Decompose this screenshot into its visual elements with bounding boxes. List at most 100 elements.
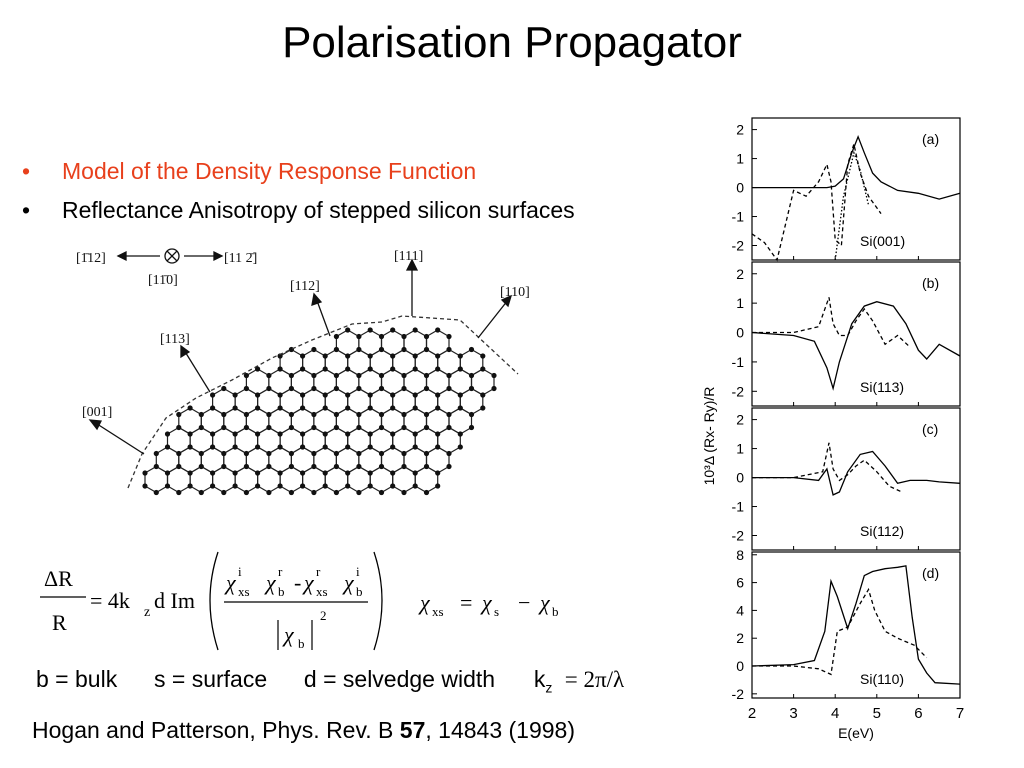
lattice-atom <box>390 366 396 372</box>
y-tick-label: -2 <box>732 383 745 399</box>
lattice-atom <box>367 353 373 359</box>
eq-rel-sub-s: s <box>494 604 499 619</box>
into-page-cross-b <box>166 250 178 262</box>
lattice-atom <box>378 385 385 392</box>
lattice-atom <box>446 424 452 431</box>
y-tick-label: 1 <box>736 295 744 311</box>
label-dir-113: [113] <box>160 332 190 347</box>
lattice-atom <box>322 444 328 450</box>
bullet-text: Model of the Density Response Function <box>62 158 477 184</box>
lattice-atom <box>412 327 418 333</box>
lattice-atom <box>288 424 294 431</box>
lattice-atom <box>142 483 148 489</box>
lattice-atom <box>176 450 182 457</box>
lattice-atom <box>300 366 306 372</box>
y-tick-label: 2 <box>736 122 744 138</box>
y-tick-label: -1 <box>732 209 745 225</box>
lattice-atom <box>198 489 204 496</box>
lattice-atom <box>345 405 351 411</box>
lattice-atom <box>255 405 261 411</box>
series-solid-line <box>752 450 961 496</box>
lattice-atom <box>378 346 385 353</box>
lattice-atom <box>311 489 317 496</box>
lattice-atom <box>266 489 272 496</box>
lattice-atom <box>435 327 441 333</box>
lattice-atom <box>367 483 373 489</box>
lattice-atom <box>435 366 441 372</box>
lattice-atom <box>333 424 339 431</box>
lattice-atom <box>390 327 396 333</box>
lattice-atom <box>255 366 261 372</box>
panel-surface-label: Si(112) <box>860 523 904 539</box>
lattice-atom <box>378 333 385 340</box>
y-tick-label: -1 <box>732 354 745 370</box>
lattice-atom <box>367 431 373 437</box>
lattice-atom <box>345 327 351 333</box>
lattice-atom <box>435 431 441 437</box>
lattice-atom <box>423 489 430 496</box>
lattice-atom <box>457 353 463 359</box>
citation-authors: Hogan and Patterson, Phys. Rev. B <box>32 717 400 743</box>
arrow-110 <box>477 299 509 339</box>
lattice-atom <box>277 353 283 359</box>
lattice-atom <box>390 353 396 359</box>
lattice-atom <box>232 431 238 437</box>
arrow-112 <box>315 297 331 337</box>
y-tick-label: -2 <box>732 238 745 254</box>
eq-rel-chi-b: χ <box>538 590 551 615</box>
lattice-atom <box>356 450 362 457</box>
x-tick-label: 5 <box>873 705 881 722</box>
lattice-atom <box>345 392 351 398</box>
lattice-atom <box>266 385 272 392</box>
lattice-atom <box>176 411 182 418</box>
eq-rel-minus: − <box>518 590 530 615</box>
lattice-atom <box>153 463 159 470</box>
lattice-atom <box>480 392 486 398</box>
series-solid-line <box>751 565 961 685</box>
lattice-atom <box>435 405 441 411</box>
lattice-atom <box>243 450 249 457</box>
lattice-atom <box>401 424 407 431</box>
lattice-atom <box>266 463 272 470</box>
lattice-atom <box>423 463 430 470</box>
x-tick-label: 3 <box>789 705 797 722</box>
lattice-atom <box>164 444 171 450</box>
y-tick-label: -2 <box>732 528 745 544</box>
panel-surface-label: Si(113) <box>860 379 904 395</box>
lattice-atom <box>288 372 294 379</box>
lattice-atom <box>356 489 362 496</box>
lattice-atom <box>288 463 294 470</box>
eq-sub-b-2: b <box>356 584 363 599</box>
eq-sub-xs-2: xs <box>316 584 328 599</box>
page-title: Polarisation Propagator <box>282 18 742 67</box>
lattice-atom <box>378 411 385 418</box>
lattice-atom <box>164 483 171 489</box>
lattice-atom <box>277 392 283 398</box>
lattice-atom <box>300 470 306 476</box>
lattice-atom <box>378 450 385 457</box>
y-tick-label: 4 <box>736 602 744 618</box>
lattice-atom <box>468 424 475 431</box>
lattice-atom <box>491 372 497 379</box>
lattice-atom <box>300 353 306 359</box>
lattice-bonds <box>144 329 495 494</box>
y-tick-label: 0 <box>736 180 744 196</box>
lattice-atom <box>322 483 328 489</box>
lattice-atom <box>243 411 249 418</box>
panel-surface-label: Si(110) <box>860 671 904 687</box>
eq-rel-sub-xs: xs <box>432 604 444 619</box>
lattice-atom <box>300 392 306 398</box>
lattice-atom <box>255 444 261 450</box>
panel-tag: (d) <box>922 565 939 581</box>
lattice-atom <box>356 463 362 470</box>
bullet-list: • Model of the Density Response Function … <box>22 152 575 230</box>
lattice-atom <box>232 392 238 398</box>
citation-pages-year: , 14843 (1998) <box>425 717 575 743</box>
eq-chi-4: χ <box>342 570 355 595</box>
arrowhead-right <box>213 250 224 262</box>
lattice-atom <box>390 405 396 411</box>
lattice-atom <box>198 411 204 418</box>
lattice-atom <box>356 346 362 353</box>
lattice-atom <box>446 450 452 457</box>
lattice-atom <box>412 483 418 489</box>
